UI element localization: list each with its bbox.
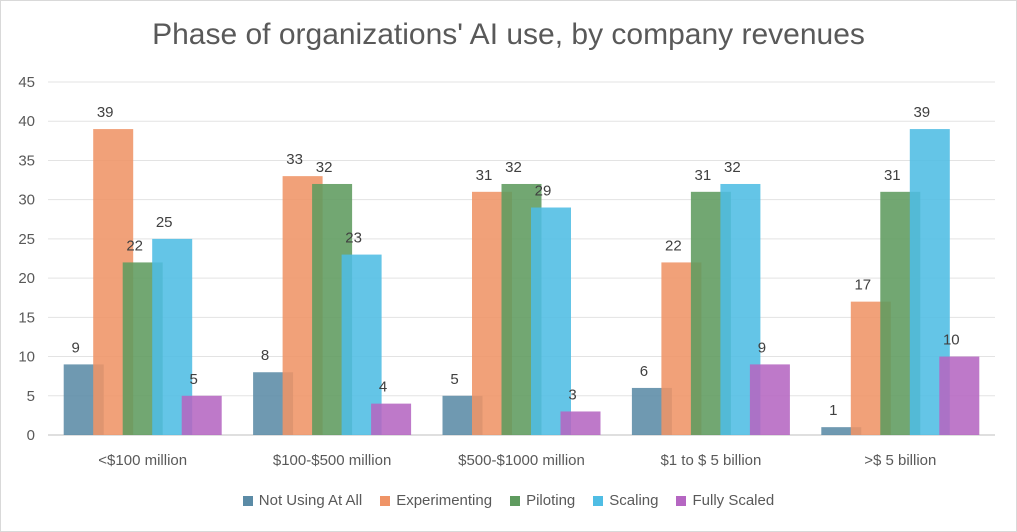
bar-fully-scaled (939, 356, 980, 435)
legend-item: Fully Scaled (676, 492, 774, 509)
bar-fully-scaled (560, 411, 601, 435)
legend-swatch (242, 495, 253, 506)
data-label: 6 (640, 363, 648, 380)
legend-item: Piloting (510, 492, 575, 509)
chart-legend: Not Using At All Experimenting Piloting Sca… (0, 492, 1017, 509)
x-tick-label: $1 to $ 5 billion (660, 452, 761, 469)
bar-not-using-at-all (821, 427, 862, 435)
data-label: 9 (758, 339, 766, 356)
data-label: 17 (854, 277, 871, 294)
data-label: 3 (568, 386, 576, 403)
y-tick-label: 40 (18, 113, 35, 130)
y-tick-label: 0 (27, 427, 35, 444)
data-label: 32 (316, 159, 333, 176)
data-label: 23 (345, 230, 362, 247)
data-label: 4 (379, 379, 387, 396)
legend-label: Piloting (526, 492, 576, 509)
x-tick-label: >$ 5 billion (864, 452, 936, 469)
data-label: 5 (450, 371, 458, 388)
y-tick-label: 35 (18, 152, 35, 169)
legend-item: Scaling (593, 492, 658, 509)
data-label: 32 (505, 159, 522, 176)
bar-fully-scaled (181, 395, 222, 435)
y-tick-label: 5 (27, 388, 35, 405)
y-tick-label: 20 (18, 270, 35, 287)
chart-title: Phase of organizations' AI use, by compa… (152, 18, 865, 51)
legend-label: Scaling (609, 492, 659, 509)
data-label: 10 (943, 332, 960, 349)
data-label: 1 (829, 402, 837, 419)
legend-swatch (510, 495, 521, 506)
data-label: 22 (665, 237, 682, 254)
data-label: 39 (913, 104, 930, 121)
y-tick-label: 30 (18, 192, 35, 209)
y-tick-label: 25 (18, 231, 35, 248)
data-label: 8 (261, 347, 269, 364)
legend-swatch (380, 495, 391, 506)
x-tick-label: $100-$500 million (273, 452, 391, 469)
x-tick-label: $500-$1000 million (458, 452, 585, 469)
y-tick-label: 45 (18, 74, 35, 91)
bar-scaling (531, 207, 571, 435)
legend-item: Experimenting (380, 492, 492, 509)
legend-swatch (676, 495, 687, 506)
bar-fully-scaled (749, 364, 790, 435)
data-label: 31 (476, 167, 493, 184)
legend-label: Not Using At All (258, 492, 363, 509)
data-label: 39 (97, 104, 114, 121)
legend-swatch (593, 495, 604, 506)
data-label: 32 (724, 159, 741, 176)
data-label: 5 (190, 371, 198, 388)
legend-label: Fully Scaled (692, 492, 775, 509)
data-label: 29 (535, 183, 552, 200)
data-label: 31 (884, 167, 901, 184)
legend-item: Not Using At All (242, 492, 363, 509)
y-tick-label: 15 (18, 309, 35, 326)
bar-fully-scaled (371, 403, 412, 435)
data-label: 25 (156, 214, 173, 231)
data-label: 9 (72, 339, 80, 356)
data-label: 33 (286, 151, 303, 168)
y-tick-label: 10 (18, 349, 35, 366)
legend-label: Experimenting (396, 492, 493, 509)
data-label: 31 (695, 167, 712, 184)
x-tick-label: <$100 million (98, 452, 187, 469)
data-label: 22 (126, 237, 143, 254)
